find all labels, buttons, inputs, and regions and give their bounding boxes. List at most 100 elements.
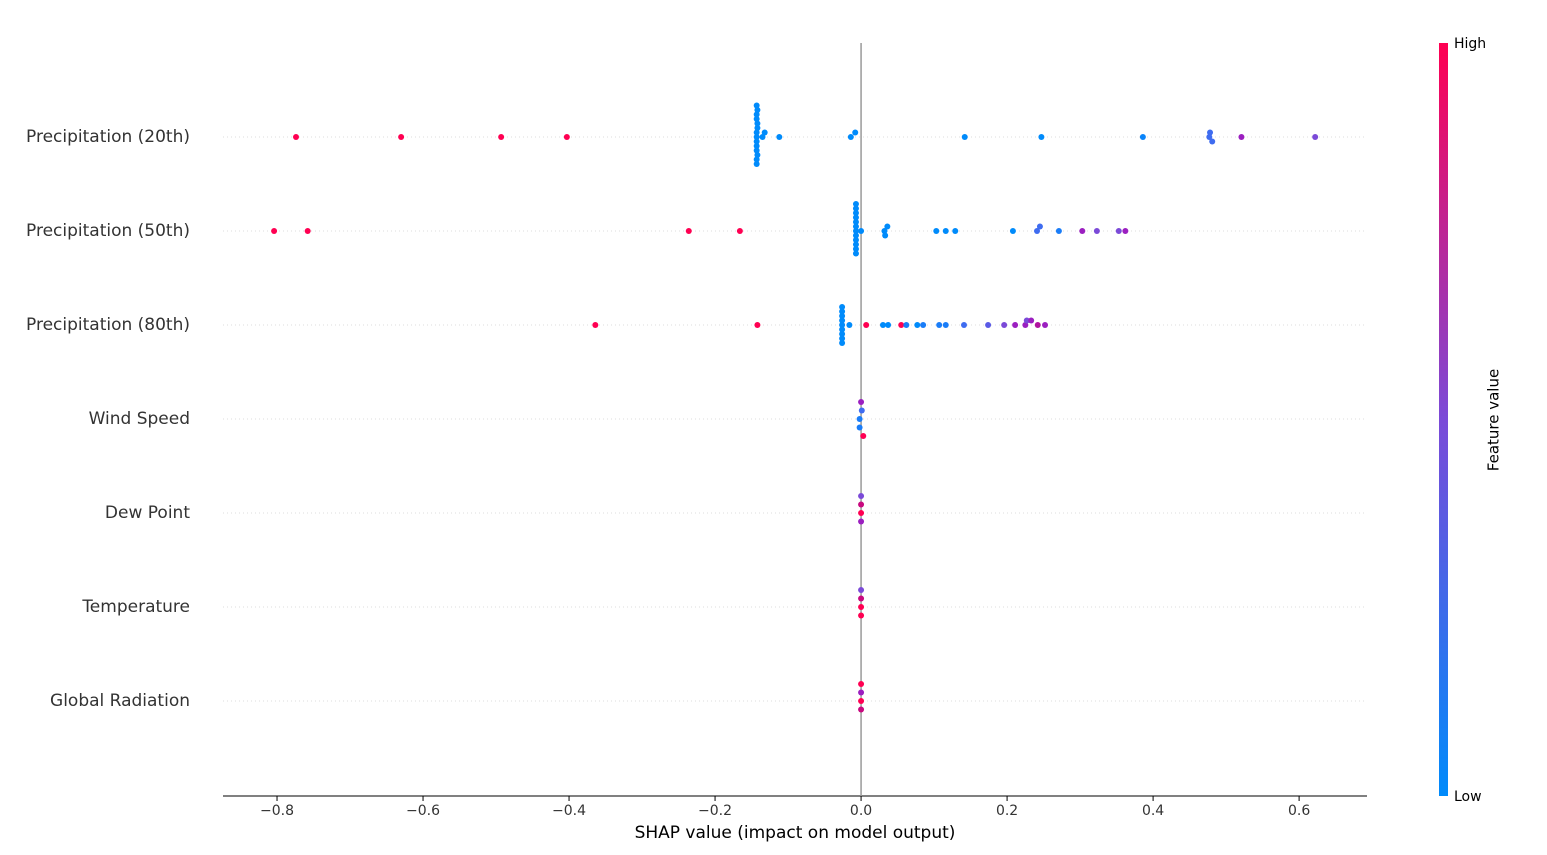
shap-point bbox=[1055, 228, 1062, 234]
shap-point bbox=[1238, 134, 1245, 140]
shap-point bbox=[961, 134, 968, 140]
shap-point bbox=[839, 340, 846, 346]
shap-point bbox=[754, 125, 761, 131]
shap-point bbox=[858, 399, 865, 405]
shap-point bbox=[839, 308, 846, 315]
shap-point bbox=[903, 322, 910, 328]
shap-point bbox=[754, 152, 761, 158]
feature-label: Precipitation (80th) bbox=[26, 315, 190, 335]
shap-point bbox=[852, 219, 859, 225]
shap-point bbox=[839, 326, 846, 333]
shap-point bbox=[852, 237, 859, 243]
shap-point bbox=[293, 134, 300, 140]
x-tick-label: 0.2 bbox=[996, 803, 1018, 819]
shap-point bbox=[839, 304, 846, 310]
shap-point bbox=[1022, 322, 1029, 328]
shap-point bbox=[753, 143, 760, 149]
shap-point bbox=[839, 313, 846, 319]
shap-point bbox=[852, 205, 859, 212]
shap-point bbox=[1036, 223, 1043, 230]
feature-label: Precipitation (50th) bbox=[26, 221, 190, 241]
x-tick-label: 0.4 bbox=[1142, 803, 1164, 819]
shap-point bbox=[271, 228, 278, 234]
x-tick-label: −0.2 bbox=[698, 803, 732, 819]
shap-point bbox=[846, 322, 853, 328]
shap-point bbox=[858, 407, 865, 414]
shap-point bbox=[1122, 228, 1129, 234]
shap-point bbox=[1042, 322, 1049, 328]
shap-point bbox=[1012, 322, 1019, 328]
shap-point bbox=[839, 317, 846, 324]
shap-point bbox=[885, 322, 892, 328]
shap-point bbox=[858, 595, 865, 602]
shap-point bbox=[1207, 129, 1214, 136]
shap-point bbox=[852, 241, 859, 248]
shap-point bbox=[936, 322, 943, 328]
colorbar-high: High bbox=[1454, 36, 1486, 52]
colorbar bbox=[1439, 43, 1448, 796]
shap-point bbox=[1038, 134, 1045, 140]
feature-label: Global Radiation bbox=[50, 691, 190, 711]
shap-point bbox=[852, 201, 859, 207]
x-axis-label: SHAP value (impact on model output) bbox=[635, 823, 956, 843]
shap-point bbox=[759, 134, 766, 140]
colorbar-low: Low bbox=[1454, 789, 1482, 805]
shap-point bbox=[1079, 228, 1086, 234]
shap-point bbox=[398, 134, 405, 140]
shap-point bbox=[1115, 228, 1122, 234]
shap-point bbox=[1034, 228, 1041, 234]
shap-point bbox=[858, 501, 865, 508]
colorbar-label: Feature value bbox=[1485, 369, 1503, 471]
shap-point bbox=[884, 223, 891, 230]
shap-point bbox=[985, 322, 992, 328]
shap-point bbox=[881, 228, 888, 234]
x-tick-label: 0.0 bbox=[850, 803, 872, 819]
shap-point bbox=[858, 228, 865, 234]
shap-point bbox=[942, 228, 949, 234]
shap-point bbox=[858, 612, 865, 619]
shap-point bbox=[952, 228, 959, 234]
shap-point bbox=[852, 214, 859, 221]
shap-point bbox=[753, 129, 760, 136]
shap-point bbox=[753, 116, 760, 122]
shap-point bbox=[736, 228, 743, 234]
shap-point bbox=[563, 134, 570, 140]
shap-point bbox=[592, 322, 599, 328]
shap-point bbox=[852, 129, 859, 136]
x-tick-label: −0.8 bbox=[260, 803, 294, 819]
x-tick-label: −0.6 bbox=[406, 803, 440, 819]
shap-point bbox=[1093, 228, 1100, 234]
shap-point bbox=[685, 228, 692, 234]
shap-point bbox=[882, 232, 889, 239]
shap-point bbox=[1028, 317, 1035, 324]
shap-point bbox=[1034, 322, 1041, 328]
shap-point bbox=[753, 147, 760, 154]
x-tick-label: −0.4 bbox=[552, 803, 586, 819]
shap-point bbox=[858, 706, 865, 713]
shap-point bbox=[847, 134, 854, 140]
shap-point bbox=[852, 250, 859, 257]
shap-point bbox=[879, 322, 886, 328]
feature-label: Precipitation (20th) bbox=[26, 127, 190, 147]
shap-point bbox=[858, 587, 865, 593]
feature-label: Wind Speed bbox=[89, 409, 190, 429]
shap-point bbox=[1209, 138, 1216, 145]
shap-point bbox=[858, 681, 865, 687]
shap-point bbox=[754, 322, 761, 328]
shap-point bbox=[753, 111, 760, 118]
shap-point bbox=[863, 322, 870, 328]
shap-point bbox=[856, 416, 863, 422]
shap-point bbox=[754, 107, 761, 113]
shap-point bbox=[852, 210, 859, 216]
shap-point bbox=[858, 493, 865, 499]
shap-point bbox=[858, 698, 865, 704]
shap-point bbox=[1206, 134, 1213, 140]
shap-point bbox=[858, 510, 865, 516]
x-tick-label: 0.6 bbox=[1288, 803, 1310, 819]
shap-point bbox=[942, 322, 949, 328]
shap-point bbox=[498, 134, 505, 140]
shap-point bbox=[1312, 134, 1319, 140]
shap-point bbox=[1139, 134, 1146, 140]
shap-point bbox=[753, 161, 760, 167]
